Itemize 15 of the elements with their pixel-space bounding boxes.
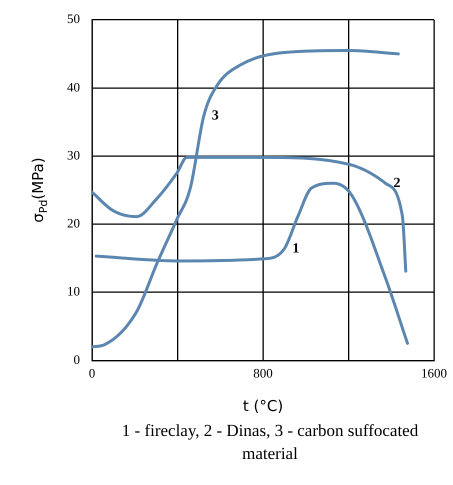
y-tick-label: 20: [67, 216, 80, 231]
x-tick-label: 1600: [421, 366, 447, 381]
x-tick-label: 800: [253, 366, 273, 381]
y-tick-label: 30: [67, 147, 80, 162]
annotation: 2: [393, 176, 400, 191]
annotation: 1: [292, 241, 300, 256]
y-tick-label: 50: [67, 11, 80, 26]
y-tick-label: 10: [67, 284, 80, 299]
y-axis-title: σPd(MPa): [29, 157, 50, 223]
x-axis-title: t (°C): [242, 396, 284, 415]
y-tick-label: 0: [74, 352, 80, 367]
x-tick-label: 0: [88, 366, 96, 381]
text: 1 - fireclay, 2 - Dinas, 3 - carbon suffocated material: [120, 420, 420, 465]
y-tick-label: 40: [67, 79, 80, 94]
annotation: 3: [212, 108, 219, 124]
